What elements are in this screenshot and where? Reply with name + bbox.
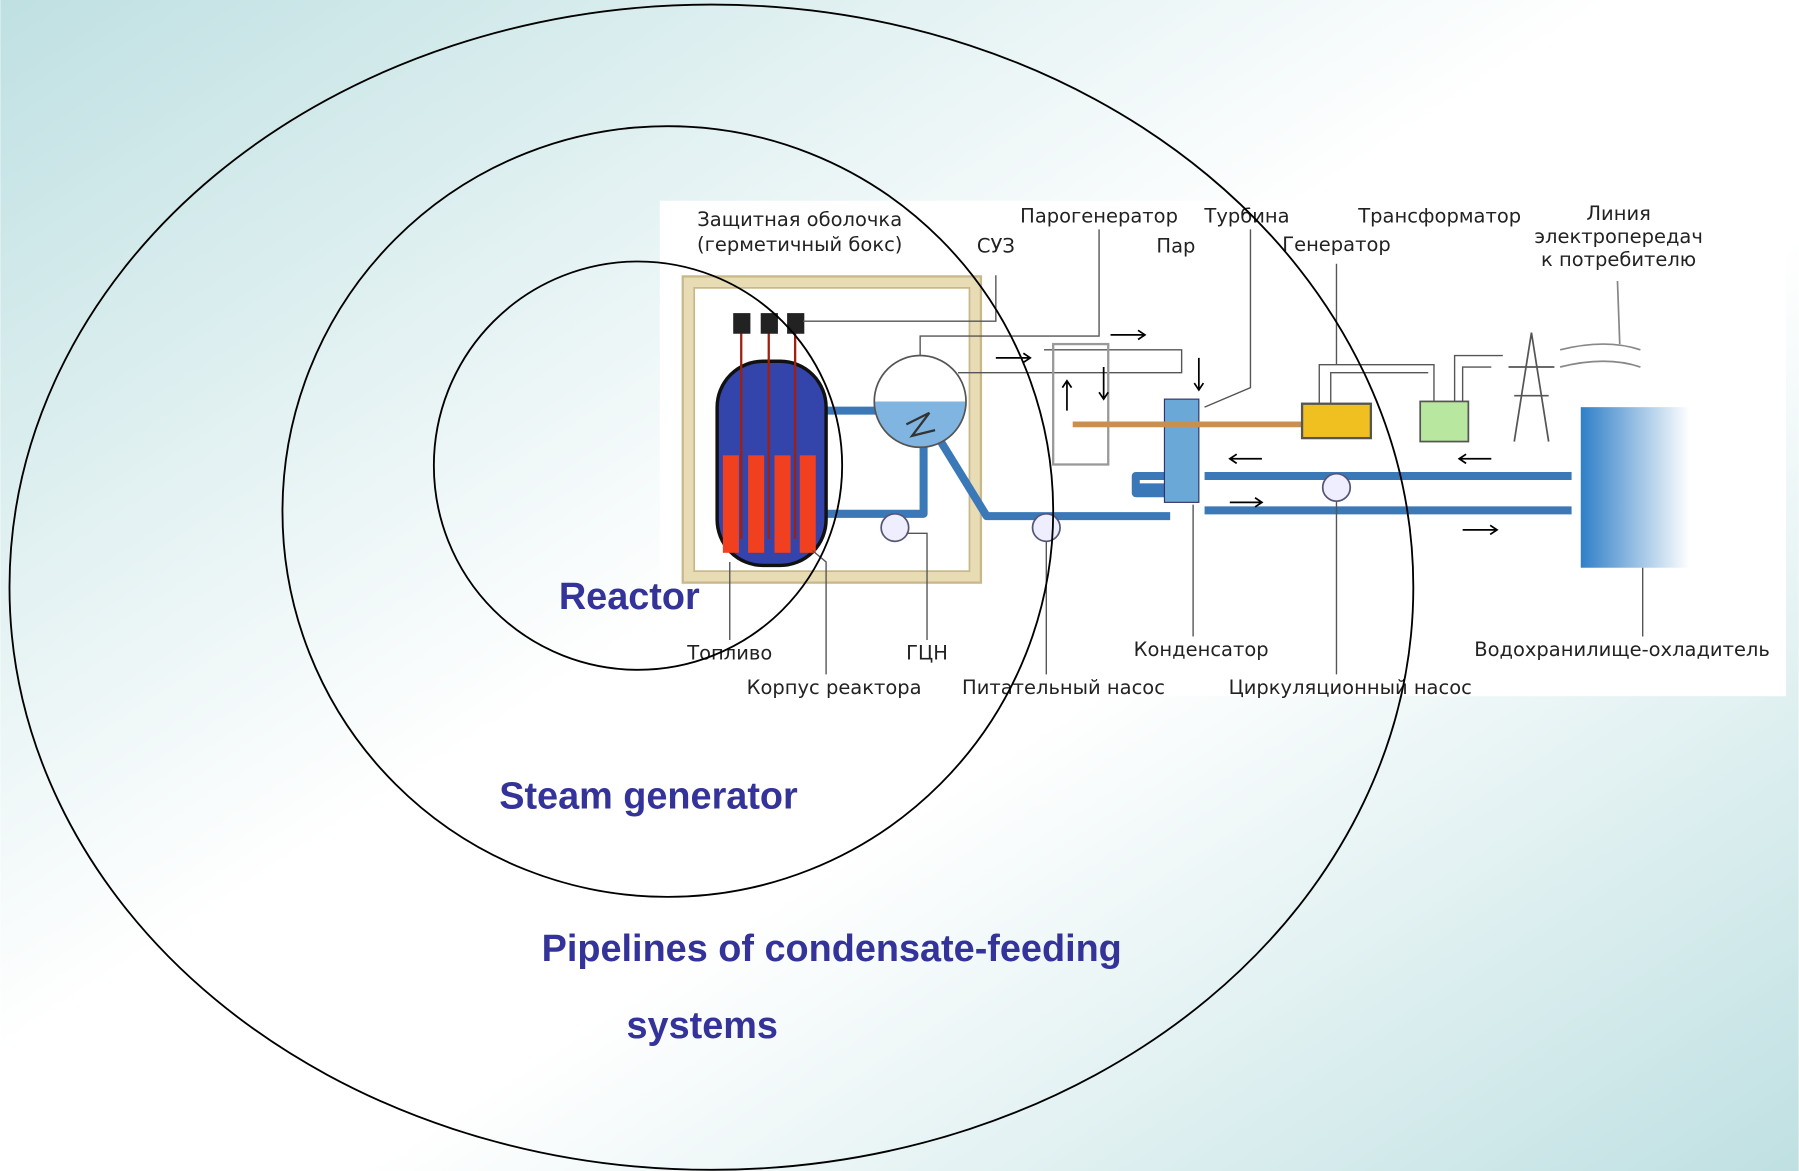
component-label: Водохранилище-охладитель xyxy=(1474,638,1770,661)
ring-label: systems xyxy=(627,1005,778,1047)
component-label: Циркуляционный насос xyxy=(1229,676,1472,699)
component-label: Конденсатор xyxy=(1134,638,1269,661)
component-label: Трансформатор xyxy=(1357,205,1521,228)
component-label: Турбина xyxy=(1203,205,1289,228)
plant-schematic xyxy=(659,200,1787,697)
component-label: (герметичный бокс) xyxy=(697,233,902,256)
component-label: ГЦН xyxy=(906,641,948,664)
ring-label: Steam generator xyxy=(499,776,798,818)
component-label: Топливо xyxy=(686,641,772,664)
component-label: Защитная оболочка xyxy=(697,208,902,231)
ring-pipelines xyxy=(8,3,1415,1171)
component-label: Корпус реактора xyxy=(747,676,922,699)
component-label: Линия xyxy=(1586,202,1650,225)
component-label: электропередач xyxy=(1534,225,1703,248)
component-label: к потребителю xyxy=(1541,248,1696,271)
component-label: Генератор xyxy=(1282,233,1391,256)
component-label: Питательный насос xyxy=(962,676,1165,699)
ring-steam-generator xyxy=(281,125,1055,898)
ring-label: Pipelines of condensate-feeding xyxy=(542,928,1122,970)
component-label: Парогенератор xyxy=(1020,205,1178,228)
component-label: СУЗ xyxy=(977,234,1015,257)
component-label: Пар xyxy=(1156,234,1195,257)
ring-reactor xyxy=(432,260,844,671)
ring-label: Reactor xyxy=(559,576,700,618)
